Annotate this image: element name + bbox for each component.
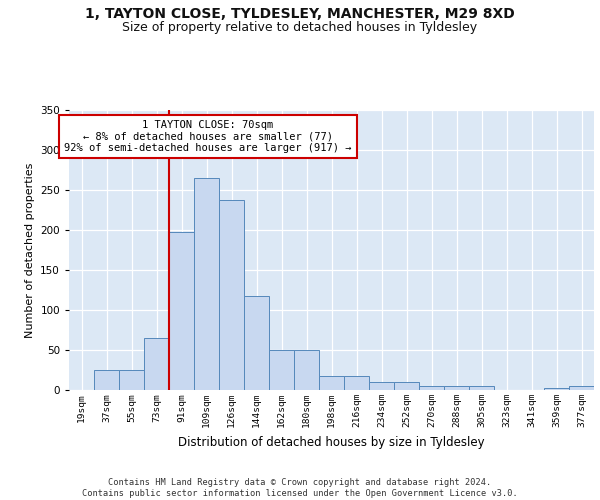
Bar: [294, 350, 319, 390]
Bar: [144, 338, 169, 390]
Bar: [119, 370, 144, 390]
Bar: [244, 296, 269, 390]
Text: Size of property relative to detached houses in Tyldesley: Size of property relative to detached ho…: [122, 21, 478, 34]
X-axis label: Distribution of detached houses by size in Tyldesley: Distribution of detached houses by size …: [178, 436, 485, 448]
Bar: [419, 386, 444, 390]
Text: Contains HM Land Registry data © Crown copyright and database right 2024.
Contai: Contains HM Land Registry data © Crown c…: [82, 478, 518, 498]
Bar: [444, 386, 469, 390]
Text: 1, TAYTON CLOSE, TYLDESLEY, MANCHESTER, M29 8XD: 1, TAYTON CLOSE, TYLDESLEY, MANCHESTER, …: [85, 8, 515, 22]
Bar: [469, 386, 494, 390]
Bar: [194, 178, 219, 390]
Bar: [319, 376, 344, 390]
Bar: [169, 232, 194, 390]
Bar: [569, 386, 594, 390]
Bar: [394, 382, 419, 390]
Bar: [94, 370, 119, 390]
Bar: [344, 376, 369, 390]
Bar: [219, 200, 244, 390]
Bar: [544, 388, 569, 390]
Bar: [269, 350, 294, 390]
Y-axis label: Number of detached properties: Number of detached properties: [25, 162, 35, 338]
Text: 1 TAYTON CLOSE: 70sqm
← 8% of detached houses are smaller (77)
92% of semi-detac: 1 TAYTON CLOSE: 70sqm ← 8% of detached h…: [64, 120, 352, 153]
Bar: [369, 382, 394, 390]
